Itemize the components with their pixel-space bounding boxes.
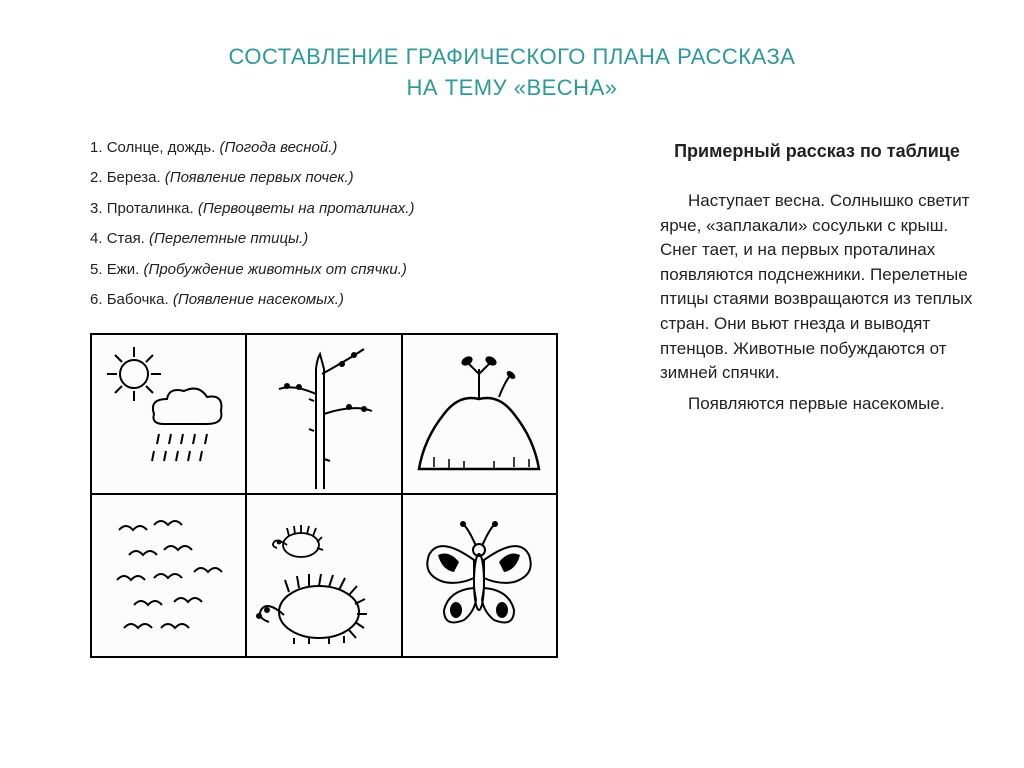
cell-hillock — [403, 335, 556, 494]
content-area: 1. Солнце, дождь. (Погода весной.) 2. Бе… — [0, 104, 1024, 658]
birch-icon — [254, 339, 394, 489]
sun-rain-icon — [99, 339, 239, 489]
plan-item: 5. Ежи. (Пробуждение животных от спячки.… — [90, 256, 620, 285]
picture-grid — [90, 333, 558, 658]
plan-item: 3. Проталинка. (Первоцветы на проталинах… — [90, 195, 620, 224]
story-subtitle: Примерный рассказ по таблице — [660, 139, 974, 163]
left-column: 1. Солнце, дождь. (Погода весной.) 2. Бе… — [90, 134, 620, 658]
story-paragraph: Наступает весна. Солнышко светит ярче, «… — [660, 189, 974, 386]
story-paragraph: Появляются первые насекомые. — [660, 392, 974, 417]
plan-item: 6. Бабочка. (Появление насекомых.) — [90, 286, 620, 315]
butterfly-icon — [404, 500, 554, 650]
grid-row — [92, 495, 556, 656]
cell-birds — [92, 495, 247, 656]
hedgehogs-icon — [249, 500, 399, 650]
birds-icon — [99, 500, 239, 650]
title-line-1: СОСТАВЛЕНИЕ ГРАФИЧЕСКОГО ПЛАНА РАССКАЗА — [0, 42, 1024, 73]
page-title: СОСТАВЛЕНИЕ ГРАФИЧЕСКОГО ПЛАНА РАССКАЗА … — [0, 0, 1024, 104]
plan-item: 1. Солнце, дождь. (Погода весной.) — [90, 134, 620, 163]
plan-item: 4. Стая. (Перелетные птицы.) — [90, 225, 620, 254]
cell-butterfly — [403, 495, 556, 656]
plan-list: 1. Солнце, дождь. (Погода весной.) 2. Бе… — [90, 134, 620, 315]
cell-birch — [247, 335, 402, 494]
title-line-2: НА ТЕМУ «ВЕСНА» — [0, 73, 1024, 104]
right-column: Примерный рассказ по таблице Наступает в… — [660, 134, 974, 658]
cell-sun-rain — [92, 335, 247, 494]
plan-item: 2. Береза. (Появление первых почек.) — [90, 164, 620, 193]
grid-row — [92, 335, 556, 496]
hillock-icon — [404, 339, 554, 489]
story-text: Наступает весна. Солнышко светит ярче, «… — [660, 189, 974, 417]
cell-hedgehogs — [247, 495, 402, 656]
